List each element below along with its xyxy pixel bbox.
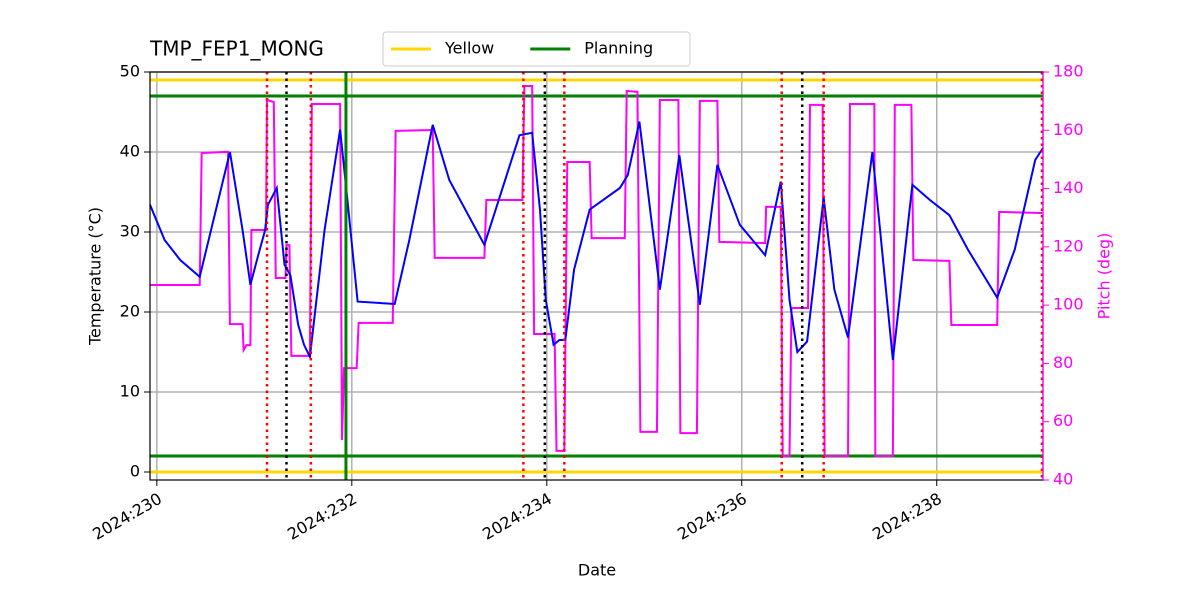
x-tick-label: 2024:234 — [479, 489, 555, 544]
x-tick-label: 2024:232 — [284, 489, 360, 544]
y2-tick-label: 180 — [1053, 62, 1084, 81]
y-tick-label: 0 — [130, 462, 140, 481]
y2-tick-label: 140 — [1053, 178, 1084, 197]
y-tick-label: 20 — [120, 302, 140, 321]
legend-label: Yellow — [444, 39, 494, 58]
y2-tick-label: 100 — [1053, 295, 1084, 314]
temperature-line — [149, 121, 1044, 361]
y2-tick-label: 80 — [1053, 353, 1073, 372]
legend-label: Planning — [584, 39, 653, 58]
y-tick-label: 30 — [120, 222, 140, 241]
y-tick-label: 50 — [120, 62, 140, 81]
y-tick-label: 40 — [120, 142, 140, 161]
plot-frame — [149, 71, 1044, 481]
y2-tick-label: 160 — [1053, 120, 1084, 139]
x-axis-label: Date — [578, 561, 616, 580]
pitch-line — [150, 84, 1043, 458]
y2-tick-label: 120 — [1053, 236, 1084, 255]
x-tick-label: 2024:236 — [674, 489, 750, 544]
y-axis-label: Temperature (°C) — [86, 207, 105, 346]
x-tick-label: 2024:230 — [89, 489, 165, 544]
chart-title: TMP_FEP1_MONG — [149, 37, 324, 61]
x-tick-label: 2024:238 — [869, 489, 945, 544]
y2-tick-label: 60 — [1053, 411, 1073, 430]
y-tick-label: 10 — [120, 382, 140, 401]
y2-tick-label: 40 — [1053, 470, 1073, 489]
y2-axis-label: Pitch (deg) — [1095, 233, 1114, 320]
